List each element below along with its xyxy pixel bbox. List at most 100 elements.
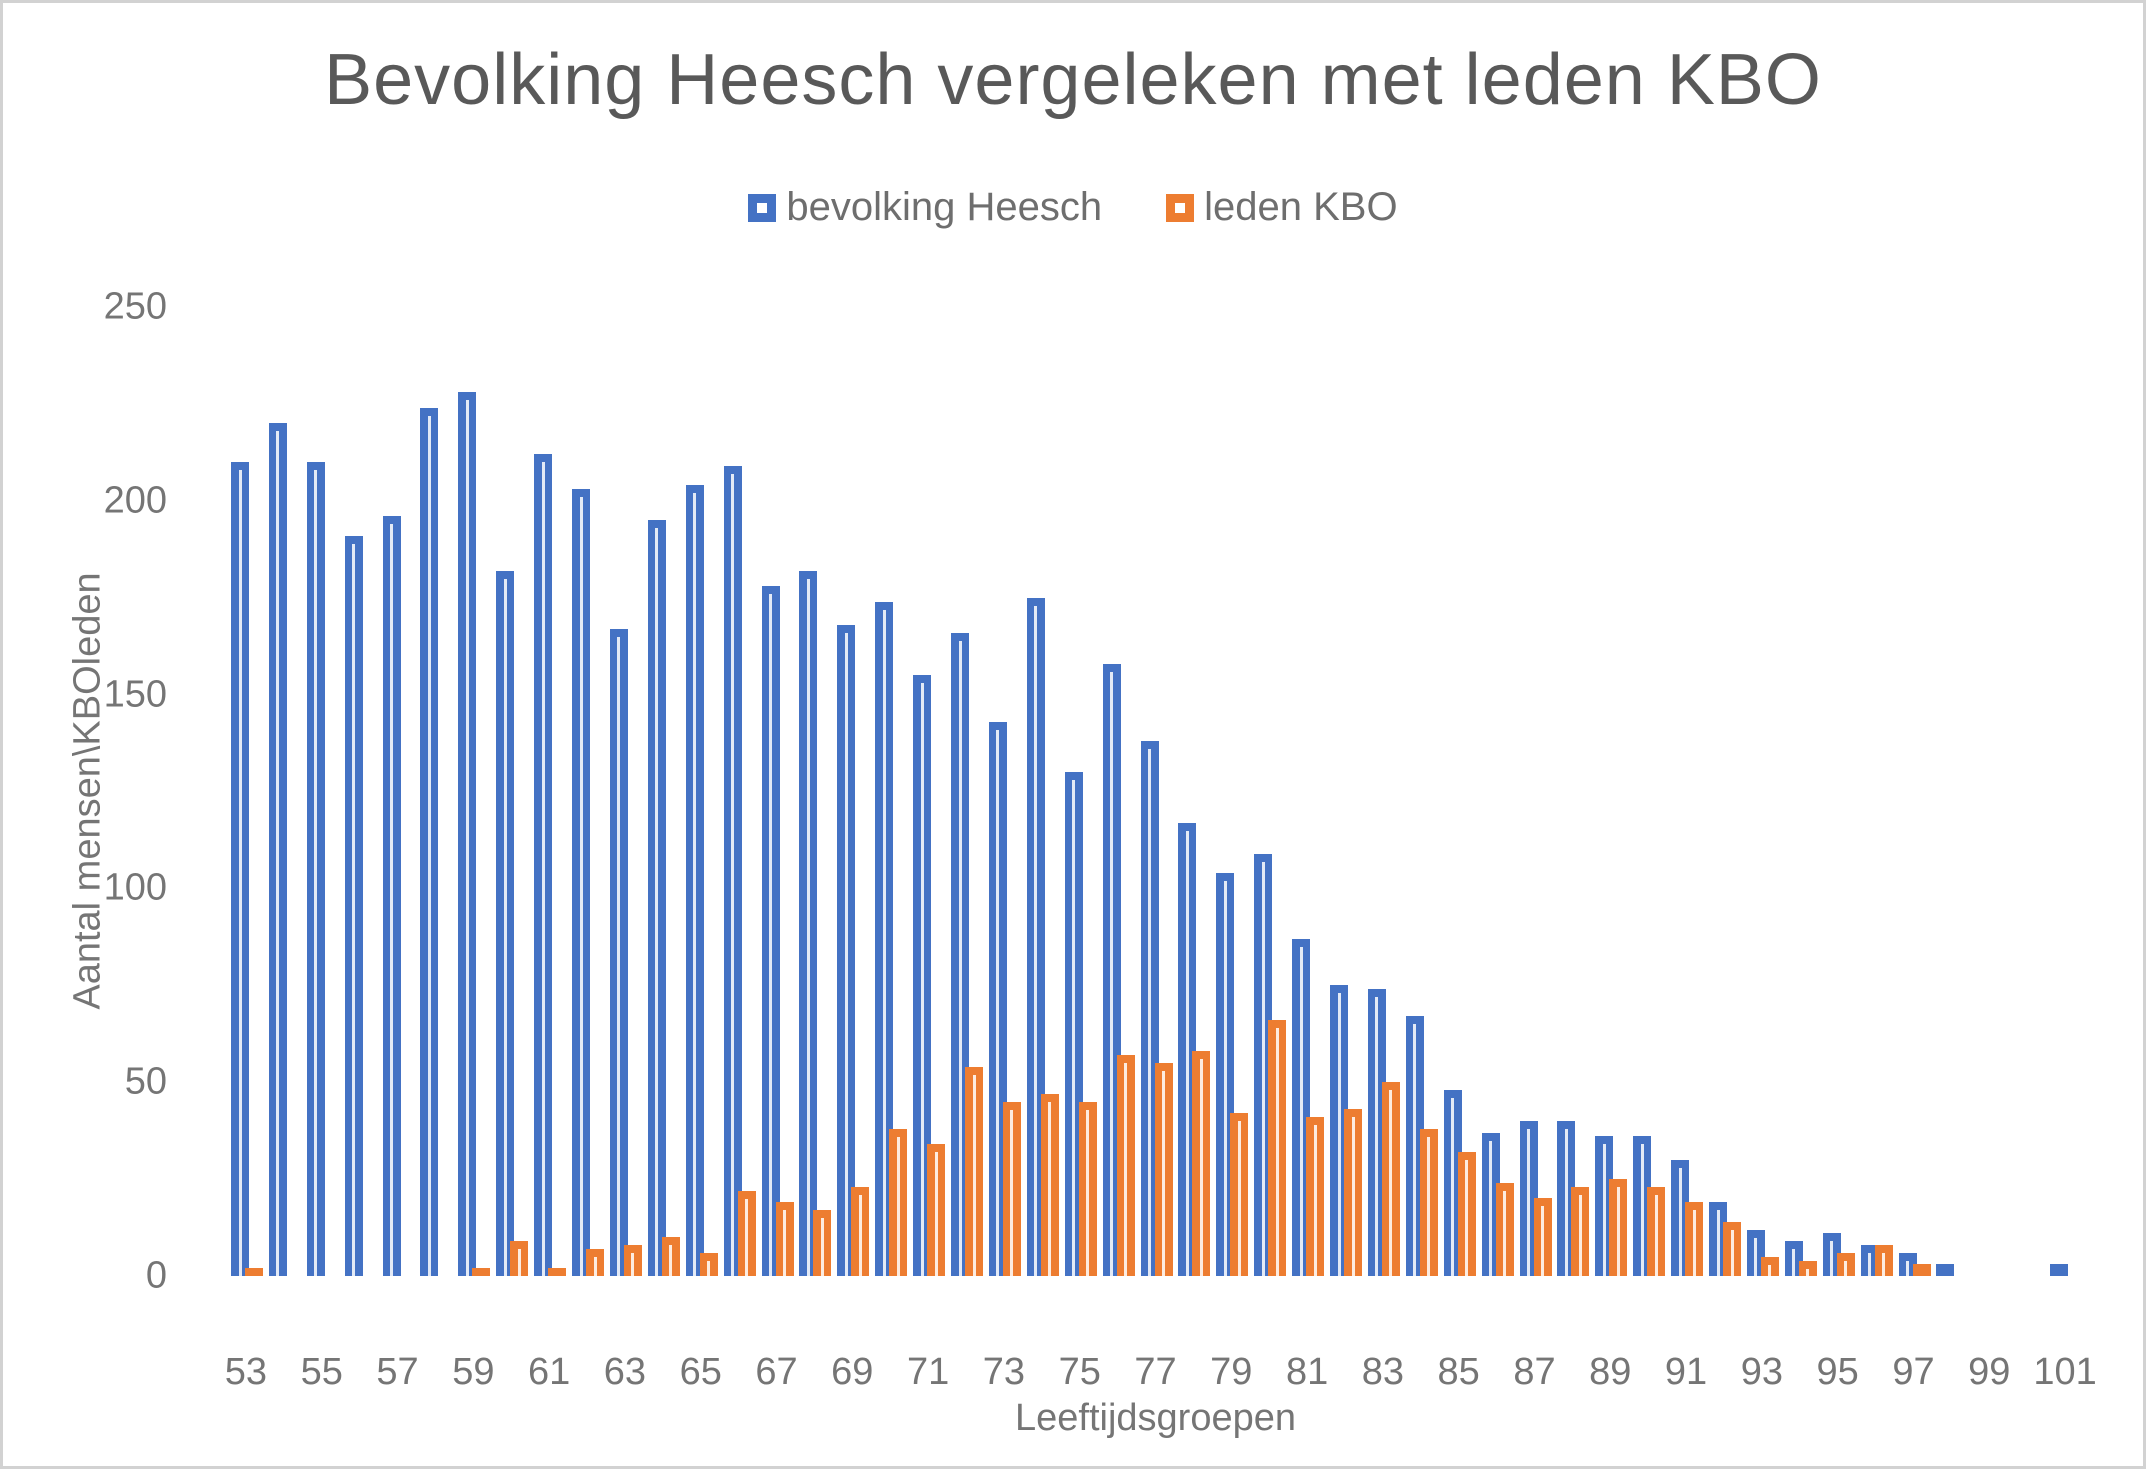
chart-legend: bevolking Heesch leden KBO bbox=[3, 185, 2143, 230]
bar-highlight bbox=[1868, 1253, 1872, 1276]
bar-bevolking-heesch-98 bbox=[1936, 1264, 1955, 1276]
bar-group-78 bbox=[1174, 307, 1212, 1276]
bar-highlight bbox=[517, 1249, 521, 1276]
bar-bevolking-heesch-95 bbox=[1822, 1233, 1841, 1276]
bar-group-84 bbox=[1402, 307, 1440, 1276]
bar-highlight bbox=[1185, 830, 1189, 1276]
bar-leden-kbo-94 bbox=[1798, 1260, 1817, 1276]
bar-group-74 bbox=[1023, 307, 1061, 1276]
bar-bevolking-heesch-60 bbox=[496, 570, 515, 1276]
bar-highlight bbox=[1313, 1125, 1317, 1276]
bar-highlight bbox=[617, 636, 621, 1276]
bar-highlight bbox=[669, 1245, 673, 1276]
bar-leden-kbo-90 bbox=[1647, 1186, 1666, 1276]
bar-highlight bbox=[1110, 671, 1114, 1276]
bar-group-64 bbox=[644, 307, 682, 1276]
bar-group-65 bbox=[682, 307, 720, 1276]
bar-leden-kbo-95 bbox=[1836, 1252, 1855, 1276]
bar-bevolking-heesch-72 bbox=[951, 632, 970, 1276]
bar-bevolking-heesch-71 bbox=[913, 675, 932, 1276]
bar-highlight bbox=[541, 462, 545, 1276]
bar-group-75 bbox=[1061, 307, 1099, 1276]
bar-group-53 bbox=[227, 307, 265, 1276]
bar-bevolking-heesch-90 bbox=[1633, 1136, 1652, 1276]
bar-highlight bbox=[1086, 1109, 1090, 1276]
y-axis-title: Aantal mensen\KBOleden bbox=[66, 572, 109, 1010]
bar-highlight bbox=[820, 1218, 824, 1276]
bar-highlight bbox=[352, 543, 356, 1276]
bar-leden-kbo-97 bbox=[1912, 1264, 1931, 1276]
bar-leden-kbo-86 bbox=[1495, 1182, 1514, 1276]
bar-bevolking-heesch-63 bbox=[609, 628, 628, 1276]
bar-highlight bbox=[314, 470, 318, 1276]
x-tick-label-101: 101 bbox=[2033, 1351, 2097, 1393]
y-tick-label-100: 100 bbox=[103, 866, 167, 909]
bar-group-54 bbox=[265, 307, 303, 1276]
bar-highlight bbox=[1792, 1249, 1796, 1276]
bar-bevolking-heesch-93 bbox=[1746, 1229, 1765, 1276]
bar-highlight bbox=[1489, 1140, 1493, 1276]
x-tick-label-95: 95 bbox=[1816, 1351, 1859, 1393]
bar-bevolking-heesch-73 bbox=[988, 721, 1007, 1276]
bar-highlight bbox=[1199, 1059, 1203, 1276]
bar-highlight bbox=[972, 1074, 976, 1276]
x-tick-label-67: 67 bbox=[755, 1351, 798, 1393]
bar-leden-kbo-59 bbox=[472, 1268, 491, 1276]
bar-leden-kbo-62 bbox=[586, 1248, 605, 1276]
bar-highlight bbox=[1602, 1144, 1606, 1276]
bar-highlight bbox=[1654, 1194, 1658, 1276]
bar-group-71 bbox=[909, 307, 947, 1276]
bar-leden-kbo-85 bbox=[1457, 1151, 1476, 1276]
bar-highlight bbox=[1427, 1136, 1431, 1276]
bar-highlight bbox=[858, 1194, 862, 1276]
bar-highlight bbox=[1275, 1028, 1279, 1276]
x-tick-label-71: 71 bbox=[906, 1351, 950, 1393]
bar-leden-kbo-67 bbox=[775, 1202, 794, 1276]
bar-highlight bbox=[1451, 1097, 1455, 1276]
bar-highlight bbox=[783, 1210, 787, 1276]
bar-group-72 bbox=[947, 307, 985, 1276]
bar-leden-kbo-64 bbox=[661, 1237, 680, 1276]
bar-group-82 bbox=[1326, 307, 1364, 1276]
bar-highlight bbox=[503, 578, 507, 1276]
x-tick-label-99: 99 bbox=[1968, 1351, 2011, 1393]
bar-group-62 bbox=[568, 307, 606, 1276]
bar-bevolking-heesch-61 bbox=[534, 454, 553, 1276]
bar-highlight bbox=[1806, 1268, 1810, 1276]
bar-highlight bbox=[1527, 1128, 1531, 1276]
bar-highlight bbox=[806, 578, 810, 1276]
x-tick-label-53: 53 bbox=[224, 1351, 268, 1393]
bar-bevolking-heesch-69 bbox=[837, 624, 856, 1276]
bar-bevolking-heesch-79 bbox=[1216, 872, 1235, 1276]
bar-highlight bbox=[1124, 1063, 1128, 1276]
plot-area bbox=[227, 307, 2084, 1276]
bar-bevolking-heesch-74 bbox=[1026, 597, 1045, 1276]
bar-bevolking-heesch-92 bbox=[1709, 1202, 1728, 1276]
bar-highlight bbox=[1844, 1260, 1848, 1276]
bar-highlight bbox=[1299, 946, 1303, 1276]
bar-highlight bbox=[920, 683, 924, 1276]
bar-leden-kbo-84 bbox=[1419, 1128, 1438, 1276]
bar-highlight bbox=[1578, 1194, 1582, 1276]
bar-highlight bbox=[1465, 1159, 1469, 1276]
bar-highlight bbox=[882, 609, 886, 1276]
x-tick-label-83: 83 bbox=[1361, 1351, 1405, 1393]
bar-bevolking-heesch-81 bbox=[1292, 938, 1311, 1276]
legend-label-leden-kbo: leden KBO bbox=[1204, 185, 1398, 229]
bar-leden-kbo-60 bbox=[510, 1241, 529, 1276]
bar-leden-kbo-79 bbox=[1230, 1113, 1249, 1276]
bar-highlight bbox=[1541, 1206, 1545, 1276]
bar-bevolking-heesch-58 bbox=[420, 407, 439, 1276]
x-tick-label-63: 63 bbox=[603, 1351, 647, 1393]
bar-bevolking-heesch-86 bbox=[1481, 1132, 1500, 1276]
bar-highlight bbox=[1616, 1187, 1620, 1276]
bar-group-87 bbox=[1516, 307, 1554, 1276]
bar-leden-kbo-63 bbox=[623, 1245, 642, 1276]
bar-highlight bbox=[1678, 1167, 1682, 1276]
bar-bevolking-heesch-67 bbox=[761, 586, 780, 1276]
bar-bevolking-heesch-64 bbox=[647, 520, 666, 1276]
x-tick-label-77: 77 bbox=[1134, 1351, 1177, 1393]
bar-highlight bbox=[1034, 605, 1038, 1276]
bar-highlight bbox=[1754, 1237, 1758, 1276]
bar-group-55 bbox=[303, 307, 341, 1276]
